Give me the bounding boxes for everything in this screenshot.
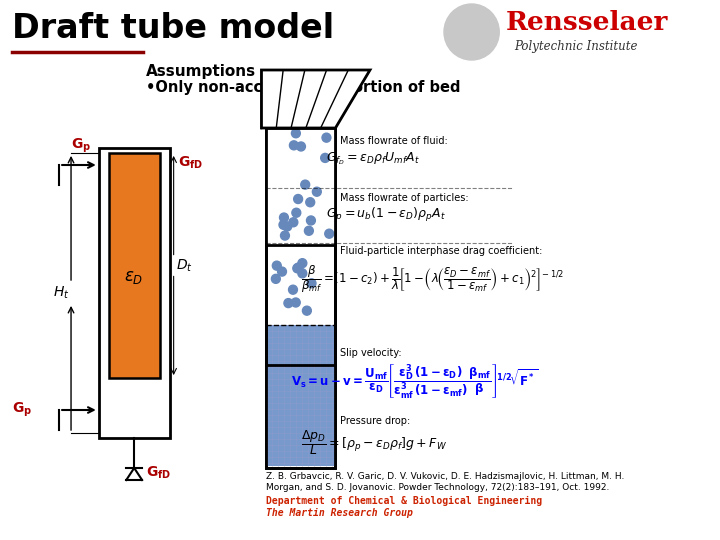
- Text: $\mathbf{G_p}$: $\mathbf{G_p}$: [12, 401, 32, 419]
- Circle shape: [301, 180, 310, 189]
- Text: $\mathbf{V_s = u - v = \dfrac{U_{mf}}{\epsilon_D}\!\left[\dfrac{\epsilon_D^3\,(1: $\mathbf{V_s = u - v = \dfrac{U_{mf}}{\e…: [291, 362, 539, 400]
- Circle shape: [279, 213, 289, 222]
- Polygon shape: [261, 70, 370, 128]
- Bar: [99, 148, 170, 438]
- Circle shape: [293, 264, 302, 273]
- Circle shape: [305, 226, 313, 235]
- Circle shape: [289, 141, 298, 150]
- Bar: [109, 153, 160, 378]
- Circle shape: [294, 263, 303, 272]
- Circle shape: [444, 4, 499, 60]
- Circle shape: [271, 274, 280, 284]
- Text: $\dfrac{\beta}{\beta_{mf}} = \!\left(1-c_2\right)+\dfrac{1}{\lambda}\!\left[1-\!: $\dfrac{\beta}{\beta_{mf}} = \!\left(1-c…: [301, 263, 564, 295]
- Circle shape: [306, 198, 315, 207]
- Text: Assumptions: Assumptions: [146, 64, 256, 79]
- Text: The Martin Research Group: The Martin Research Group: [266, 508, 413, 518]
- Circle shape: [281, 231, 289, 240]
- Text: Mass flowrate of particles:: Mass flowrate of particles:: [341, 193, 469, 203]
- Text: $\mathbf{G_p}$: $\mathbf{G_p}$: [71, 137, 91, 155]
- Circle shape: [322, 133, 331, 142]
- Text: $\mathbf{G_{fD}}$: $\mathbf{G_{fD}}$: [146, 465, 171, 481]
- Circle shape: [297, 142, 305, 151]
- Text: Department of Chemical & Biological Engineering: Department of Chemical & Biological Engi…: [266, 496, 542, 506]
- Circle shape: [279, 220, 288, 230]
- Text: Pressure drop:: Pressure drop:: [341, 416, 410, 426]
- Text: $H_t$: $H_t$: [53, 285, 69, 301]
- Text: $G_p = u_b(1-\epsilon_D)\rho_p A_t$: $G_p = u_b(1-\epsilon_D)\rho_p A_t$: [325, 206, 446, 224]
- Bar: [266, 128, 336, 325]
- Text: •Only non-accelerating portion of bed: •Only non-accelerating portion of bed: [146, 80, 461, 95]
- Circle shape: [272, 261, 282, 270]
- Circle shape: [294, 194, 302, 204]
- Circle shape: [292, 298, 300, 307]
- Bar: [266, 128, 336, 468]
- Text: Morgan, and S. D. Jovanovic. Powder Technology, 72(2):183–191, Oct. 1992.: Morgan, and S. D. Jovanovic. Powder Tech…: [266, 483, 610, 492]
- Text: Draft tube model: Draft tube model: [12, 12, 334, 45]
- Circle shape: [307, 279, 316, 288]
- Bar: [266, 128, 336, 468]
- Bar: [266, 245, 336, 365]
- Bar: [266, 325, 336, 466]
- Text: Polytechnic Institute: Polytechnic Institute: [514, 40, 637, 53]
- Circle shape: [320, 153, 330, 163]
- Circle shape: [298, 259, 307, 268]
- Text: Mass flowrate of fluid:: Mass flowrate of fluid:: [341, 136, 448, 146]
- Circle shape: [325, 229, 333, 238]
- Circle shape: [283, 222, 292, 231]
- Text: $\dfrac{\Delta p_D}{L} = \left[\rho_p - \epsilon_D\rho_f\right]g + F_W$: $\dfrac{\Delta p_D}{L} = \left[\rho_p - …: [301, 428, 447, 457]
- Circle shape: [289, 218, 298, 227]
- Text: Fluid-particle interphase drag coefficient:: Fluid-particle interphase drag coefficie…: [341, 246, 543, 256]
- Circle shape: [312, 187, 321, 196]
- Text: Slip velocity:: Slip velocity:: [341, 348, 402, 358]
- Circle shape: [284, 299, 293, 308]
- Bar: [109, 153, 160, 378]
- Circle shape: [292, 129, 300, 138]
- Text: $G_{f_D} = \epsilon_D \rho_f U_{mf} A_t$: $G_{f_D} = \epsilon_D \rho_f U_{mf} A_t$: [325, 150, 420, 166]
- Text: $\mathbf{G_{fD}}$: $\mathbf{G_{fD}}$: [178, 155, 203, 171]
- Circle shape: [302, 306, 311, 315]
- Text: Rensselaer: Rensselaer: [506, 10, 668, 35]
- Text: $\varepsilon_D$: $\varepsilon_D$: [125, 268, 144, 286]
- Circle shape: [298, 269, 307, 278]
- Text: $D_t$: $D_t$: [176, 257, 192, 274]
- Circle shape: [289, 285, 297, 294]
- Circle shape: [292, 208, 301, 217]
- Circle shape: [278, 267, 287, 276]
- Circle shape: [307, 216, 315, 225]
- Text: Z. B. Grbavcic, R. V. Garic, D. V. Vukovic, D. E. Hadzismajlovic, H. Littman, M.: Z. B. Grbavcic, R. V. Garic, D. V. Vukov…: [266, 472, 625, 481]
